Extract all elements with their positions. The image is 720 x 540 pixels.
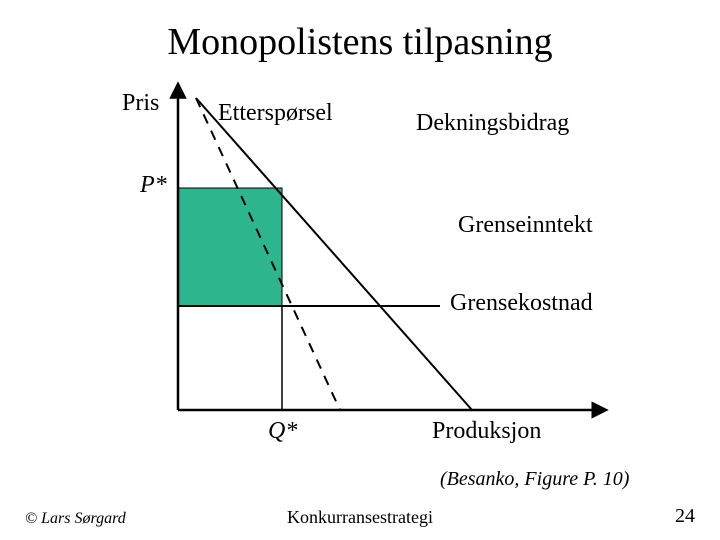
contribution-label: Dekningsbidrag bbox=[416, 110, 569, 137]
footer-title: Konkurransestrategi bbox=[0, 507, 720, 528]
page-number: 24 bbox=[675, 505, 695, 528]
mr-label: Grenseinntekt bbox=[458, 212, 593, 239]
y-axis-label: Pris bbox=[122, 90, 159, 117]
citation-label: (Besanko, Figure P. 10) bbox=[440, 468, 629, 491]
p-star-label: P* bbox=[140, 172, 167, 199]
q-star-label: Q* bbox=[268, 418, 297, 445]
demand-label: Etterspørsel bbox=[218, 100, 333, 127]
mc-label: Grensekostnad bbox=[450, 290, 593, 317]
slide: Monopolistens tilpasning Pris Etterspørs… bbox=[0, 0, 720, 540]
x-axis-label: Produksjon bbox=[432, 418, 541, 445]
contribution-rect bbox=[178, 188, 282, 306]
chart-svg bbox=[0, 0, 720, 540]
